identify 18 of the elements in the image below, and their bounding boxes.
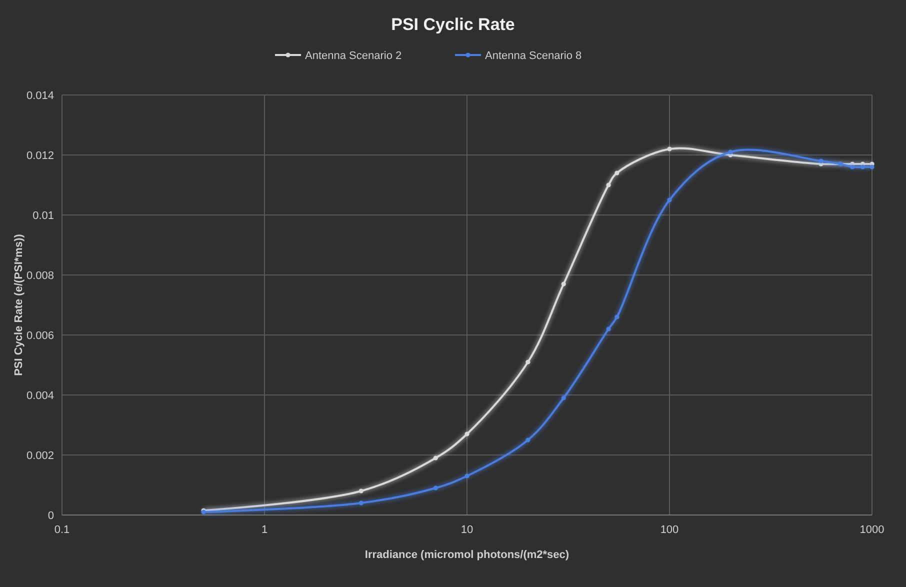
x-tick-label: 1000	[860, 524, 884, 536]
x-tick-label: 1	[261, 524, 268, 536]
y-tick-label: 0.01	[32, 210, 54, 222]
x-tick-label: 100	[660, 524, 679, 536]
x-tick-label: 10	[460, 524, 474, 536]
y-tick-label: 0.012	[26, 150, 54, 162]
y-axis-title: PSI Cycle Rate (e/(PSI*ms))	[13, 234, 25, 376]
y-tick-label: 0.014	[26, 90, 54, 102]
y-tick-label: 0.002	[26, 450, 54, 462]
y-tick-label: 0.006	[26, 330, 54, 342]
y-tick-label: 0.004	[26, 390, 54, 402]
y-tick-label: 0	[48, 510, 54, 522]
legend-label: Antenna Scenario 2	[305, 50, 402, 62]
x-tick-label: 0.1	[54, 524, 70, 536]
y-tick-label: 0.008	[26, 270, 54, 282]
x-axis-title: Irradiance (micromol photons/(m2*sec)	[364, 549, 570, 561]
legend-label: Antenna Scenario 8	[485, 50, 582, 62]
chart-title: PSI Cyclic Rate	[391, 15, 515, 34]
